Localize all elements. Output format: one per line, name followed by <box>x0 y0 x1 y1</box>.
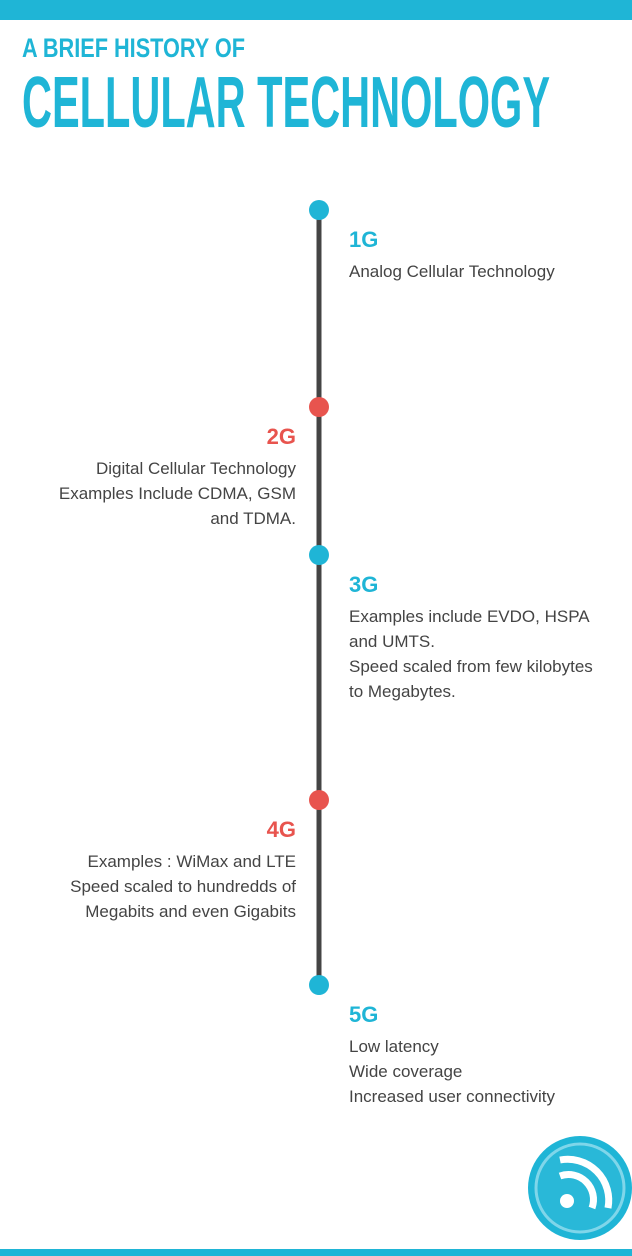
wifi-icon <box>528 1136 632 1240</box>
generation-label: 4G <box>267 817 296 842</box>
description: Examples include EVDO, HSPA <box>349 607 590 626</box>
description: Analog Cellular Technology <box>349 262 555 281</box>
timeline-dot <box>309 790 329 810</box>
timeline: 1G Analog Cellular Technology 2G Digital Ce… <box>59 200 593 1106</box>
generation-label: 3G <box>349 572 378 597</box>
generation-label: 5G <box>349 1002 378 1027</box>
description: Examples Include CDMA, GSM <box>59 484 296 503</box>
bottom-bar <box>0 1249 632 1256</box>
description: Wide coverage <box>349 1062 462 1081</box>
description: Speed scaled from few kilobytes <box>349 657 593 676</box>
description: Low latency <box>349 1037 439 1056</box>
description: Megabits and even Gigabits <box>85 902 296 921</box>
generation-label: 1G <box>349 227 378 252</box>
description: to Megabytes. <box>349 682 456 701</box>
description: and UMTS. <box>349 632 435 651</box>
timeline-dot <box>309 975 329 995</box>
description: Speed scaled to hundredds of <box>70 877 296 896</box>
description: and TDMA. <box>210 509 296 528</box>
timeline-dot <box>309 545 329 565</box>
timeline-dot <box>309 200 329 220</box>
timeline-dot <box>309 397 329 417</box>
title: CELLULAR TECHNOLOGY <box>22 63 550 143</box>
description: Increased user connectivity <box>349 1087 555 1106</box>
generation-label: 2G <box>267 424 296 449</box>
description: Examples : WiMax and LTE <box>88 852 296 871</box>
top-bar <box>0 0 632 20</box>
kicker: A BRIEF HISTORY OF <box>22 33 245 63</box>
description: Digital Cellular Technology <box>96 459 297 478</box>
